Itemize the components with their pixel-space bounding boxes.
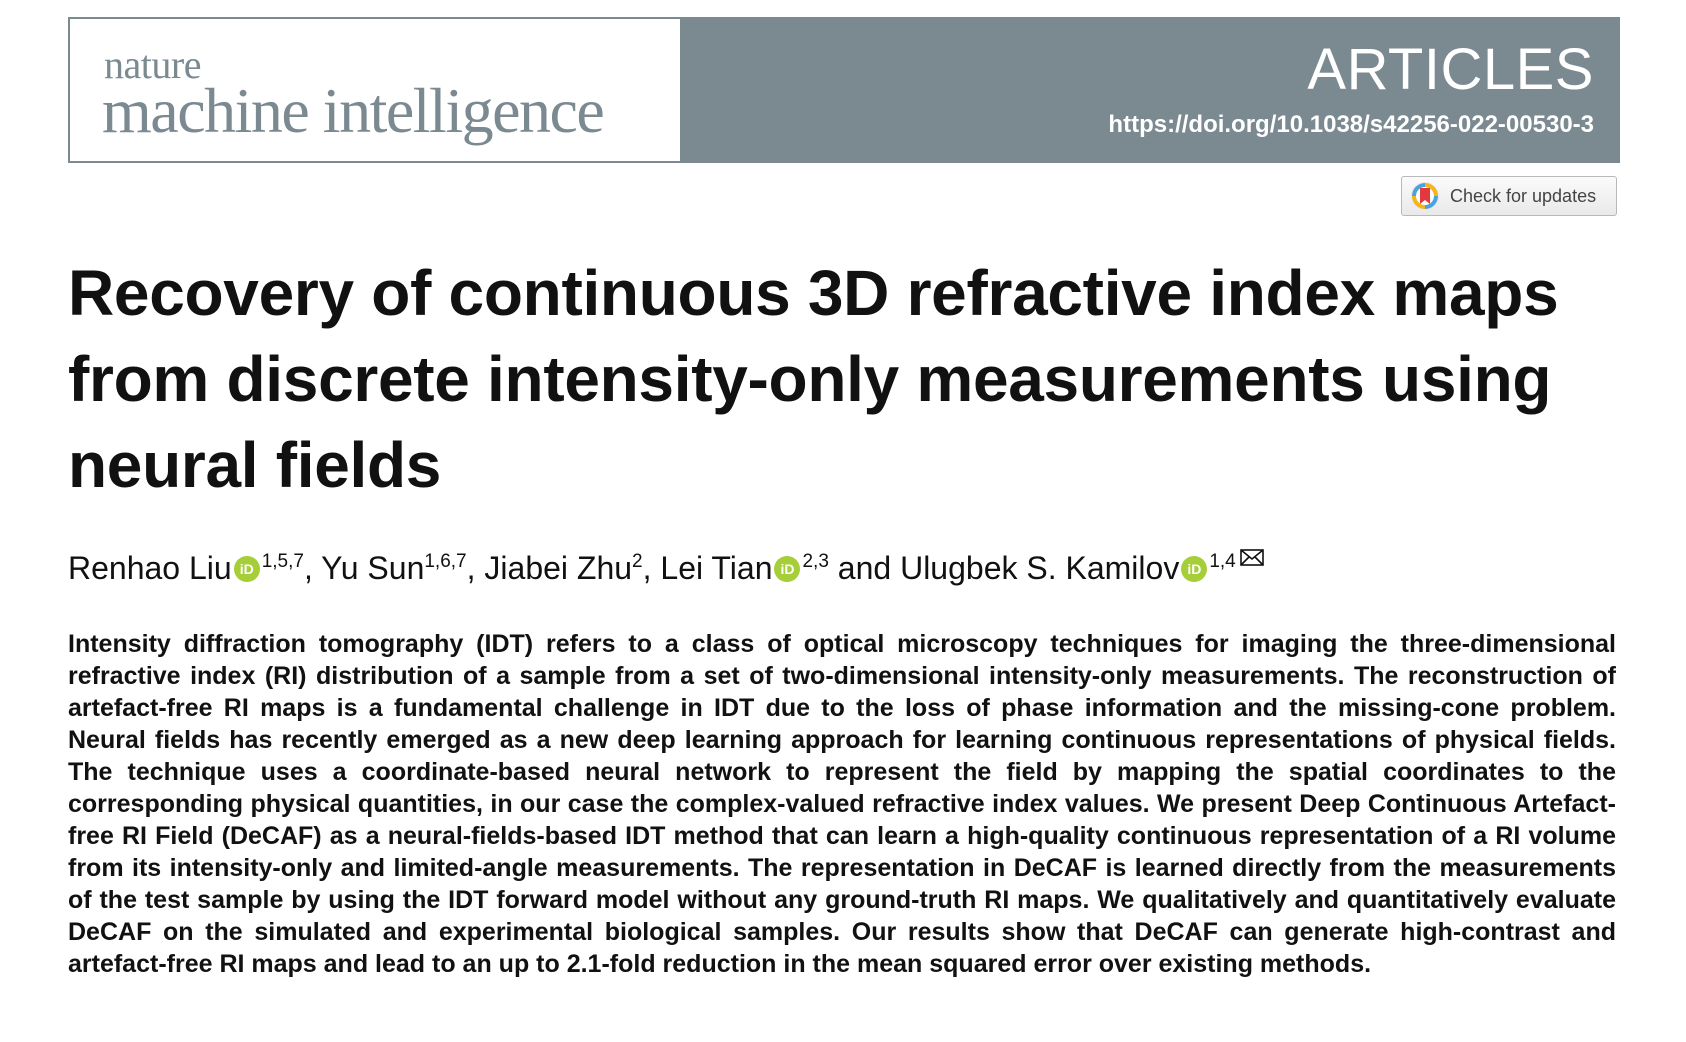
author-separator: and [828, 550, 901, 586]
author-separator: , [642, 550, 661, 586]
author-list: Renhao Liu iD 1,5,7, Yu Sun1,6,7, Jiabei Z… [68, 546, 1628, 590]
author-separator: , [466, 550, 485, 586]
author-affiliation[interactable]: 1,6,7 [424, 551, 467, 572]
check-for-updates-button[interactable]: Check for updates [1401, 176, 1617, 216]
author-affiliation[interactable]: 1,4 [1209, 551, 1236, 572]
author-affiliation[interactable]: 2 [632, 551, 643, 572]
author-name[interactable]: Renhao Liu [68, 550, 232, 586]
orcid-icon[interactable]: iD [774, 555, 801, 582]
author-name[interactable]: Ulugbek S. Kamilov [900, 550, 1180, 586]
author-affiliation[interactable]: 2,3 [802, 551, 829, 572]
author-separator: , [303, 550, 322, 586]
crossmark-icon [1411, 182, 1439, 210]
journal-logo[interactable]: nature machine intelligence [68, 17, 682, 163]
article-type-band: ARTICLES https://doi.org/10.1038/s42256-… [682, 17, 1620, 163]
author-affiliation[interactable]: 1,5,7 [261, 551, 304, 572]
journal-name-large: machine intelligence [102, 75, 605, 146]
journal-masthead: nature machine intelligence ARTICLES htt… [68, 17, 1620, 163]
article-title: Recovery of continuous 3D refractive ind… [68, 257, 1559, 501]
abstract: Intensity diffraction tomography (IDT) r… [68, 630, 1616, 978]
author-name[interactable]: Lei Tian [660, 550, 773, 586]
orcid-icon[interactable]: iD [1181, 555, 1208, 582]
doi-link[interactable]: https://doi.org/10.1038/s42256-022-00530… [1108, 111, 1594, 138]
author-name[interactable]: Yu Sun [321, 550, 425, 586]
author-name[interactable]: Jiabei Zhu [484, 550, 633, 586]
check-for-updates-label: Check for updates [1450, 185, 1597, 206]
orcid-icon[interactable]: iD [233, 555, 260, 582]
journal-name-small: nature [104, 42, 201, 87]
article-type: ARTICLES [1307, 37, 1594, 102]
envelope-icon[interactable] [1239, 549, 1264, 566]
